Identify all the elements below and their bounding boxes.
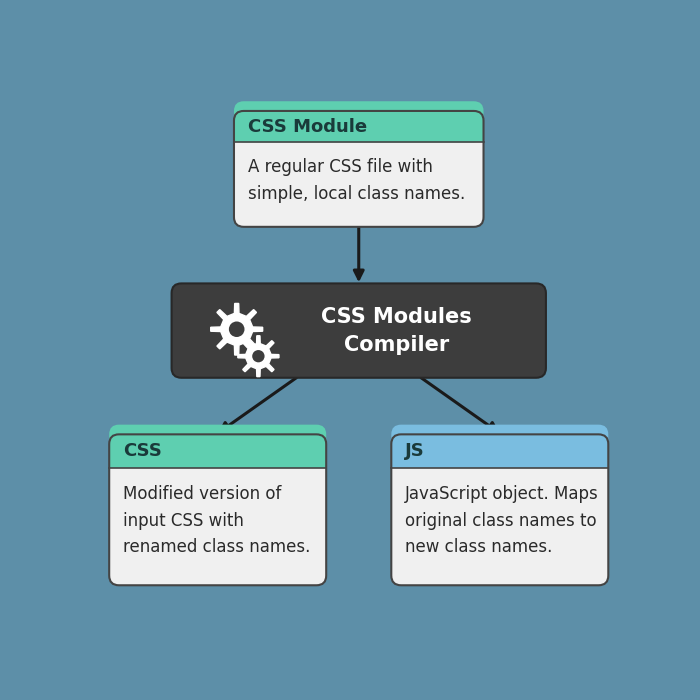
Circle shape — [252, 350, 265, 363]
FancyBboxPatch shape — [391, 434, 608, 585]
Polygon shape — [238, 336, 279, 377]
FancyBboxPatch shape — [234, 111, 484, 227]
Bar — [391, 458, 608, 468]
Text: CSS: CSS — [122, 442, 162, 460]
Bar — [234, 132, 484, 142]
Text: JavaScript object. Maps
original class names to
new class names.: JavaScript object. Maps original class n… — [405, 485, 598, 556]
Text: A regular CSS file with
simple, local class names.: A regular CSS file with simple, local cl… — [248, 158, 465, 202]
FancyBboxPatch shape — [234, 102, 484, 142]
FancyBboxPatch shape — [391, 425, 608, 468]
FancyBboxPatch shape — [172, 284, 546, 378]
Text: CSS Modules
Compiler: CSS Modules Compiler — [321, 307, 472, 355]
FancyBboxPatch shape — [109, 434, 326, 585]
Text: JS: JS — [405, 442, 425, 460]
Text: CSS Module: CSS Module — [248, 118, 367, 136]
Polygon shape — [211, 303, 262, 355]
Bar — [109, 458, 326, 468]
FancyBboxPatch shape — [109, 425, 326, 468]
Circle shape — [229, 321, 244, 337]
Text: Modified version of
input CSS with
renamed class names.: Modified version of input CSS with renam… — [122, 485, 310, 556]
